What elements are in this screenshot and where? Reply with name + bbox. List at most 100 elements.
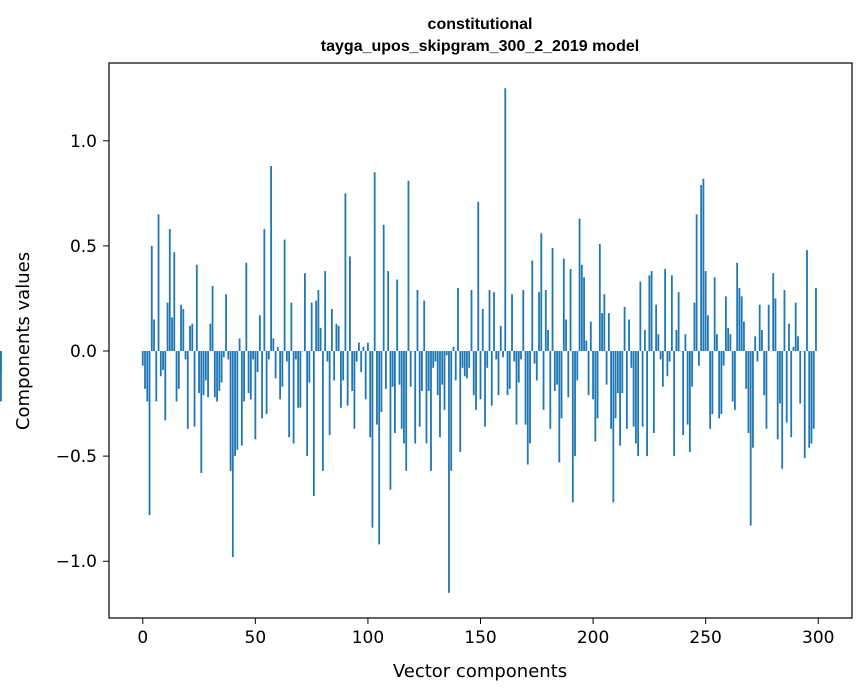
bar-105: [378, 351, 381, 545]
bar-55: [265, 351, 268, 415]
bar-91: [346, 351, 349, 406]
bar-264: [736, 262, 739, 352]
bar-124: [421, 351, 423, 391]
bar-208: [610, 351, 612, 429]
bar-1: [144, 351, 146, 389]
bar-273: [756, 351, 759, 362]
chart-subtitle: tayga_upos_skipgram_300_2_2019 model: [321, 38, 639, 55]
bar-298: [812, 351, 815, 429]
bar-144: [466, 351, 468, 379]
bar-226: [650, 271, 653, 352]
bar-123: [418, 351, 421, 427]
bar-30: [209, 323, 212, 352]
bar-213: [621, 351, 624, 394]
bar-32: [213, 351, 216, 398]
bar-202: [596, 351, 599, 419]
bar-72: [303, 273, 306, 352]
bar-100: [367, 342, 369, 352]
y-tick-label: −0.5: [56, 447, 97, 467]
bar-34: [218, 351, 221, 391]
bar-68: [294, 351, 297, 360]
bar-2: [146, 351, 149, 402]
y-tick-label: 0.0: [70, 342, 97, 362]
bar-209: [612, 351, 615, 503]
bar-243: [688, 351, 691, 452]
bar-152: [484, 351, 486, 427]
x-tick-label: 250: [689, 628, 721, 648]
bar-282: [776, 351, 779, 440]
bar-225: [648, 275, 651, 352]
bar-53: [261, 351, 263, 419]
bar-13: [171, 317, 173, 352]
bar-242: [686, 351, 689, 425]
bar-41: [234, 351, 236, 457]
bar-247: [698, 351, 700, 366]
bar-179: [544, 290, 547, 352]
bar-99: [364, 351, 367, 400]
bar-102: [371, 351, 374, 528]
bar-48: [249, 351, 252, 400]
bar-132: [439, 351, 441, 438]
bar-40: [231, 351, 234, 558]
bar-16: [177, 351, 180, 389]
bar-176: [538, 292, 540, 352]
bar-222: [641, 351, 644, 427]
bar-201: [594, 351, 597, 442]
bar-263: [734, 351, 736, 410]
bar-207: [607, 313, 610, 352]
bar-79: [319, 327, 322, 352]
bar-172: [529, 351, 531, 444]
bar-76: [312, 351, 315, 497]
bar-115: [400, 351, 403, 429]
x-axis: 0 50 100 150 200 250 300: [137, 618, 834, 648]
bar-221: [639, 281, 642, 352]
bar-126: [425, 351, 428, 444]
bar-192: [574, 351, 576, 457]
bar-183: [553, 351, 556, 391]
y-axis: −1.0 −0.5 0.0 0.5 1.0: [56, 132, 109, 572]
bar-265: [738, 287, 741, 352]
bar-28: [204, 351, 207, 381]
bar-177: [540, 233, 543, 352]
bar-283: [779, 351, 781, 404]
bar-262: [731, 351, 734, 402]
bar-175: [535, 351, 538, 381]
bar-122: [416, 290, 419, 352]
bar-133: [441, 351, 444, 385]
bar-267: [743, 321, 745, 352]
bar-50: [254, 351, 257, 440]
bar-24: [195, 264, 198, 352]
bar-51: [256, 351, 259, 373]
bar-9: [162, 351, 164, 370]
bar-228: [655, 304, 658, 352]
bar-37: [225, 294, 227, 352]
x-tick-label: 100: [352, 628, 384, 648]
bar-114: [398, 351, 401, 385]
bar-219: [634, 351, 637, 444]
x-axis-label: Vector components: [393, 661, 567, 682]
x-tick-label: 200: [577, 628, 609, 648]
bar-155: [490, 351, 493, 406]
bar-270: [749, 351, 752, 526]
bar-153: [486, 351, 489, 368]
bar-95: [355, 351, 358, 362]
bar-21: [189, 325, 191, 352]
x-tick-label: 50: [245, 628, 267, 648]
bar-141: [459, 351, 462, 452]
bar-42: [236, 351, 239, 450]
bar-184: [556, 351, 558, 385]
bar-194: [578, 218, 581, 352]
bar-27: [202, 351, 205, 396]
bar-12: [168, 229, 171, 352]
bar-288: [790, 351, 793, 438]
bar-44: [240, 351, 243, 446]
bar-159: [499, 325, 502, 352]
bar-196: [583, 277, 585, 352]
bar-22: [191, 323, 194, 352]
chart-title: constitutional: [428, 16, 533, 33]
bar-59: [274, 351, 277, 379]
bar-84: [331, 308, 333, 352]
bar-140: [457, 287, 459, 352]
bar-275: [761, 329, 763, 352]
bar-285: [783, 290, 786, 352]
